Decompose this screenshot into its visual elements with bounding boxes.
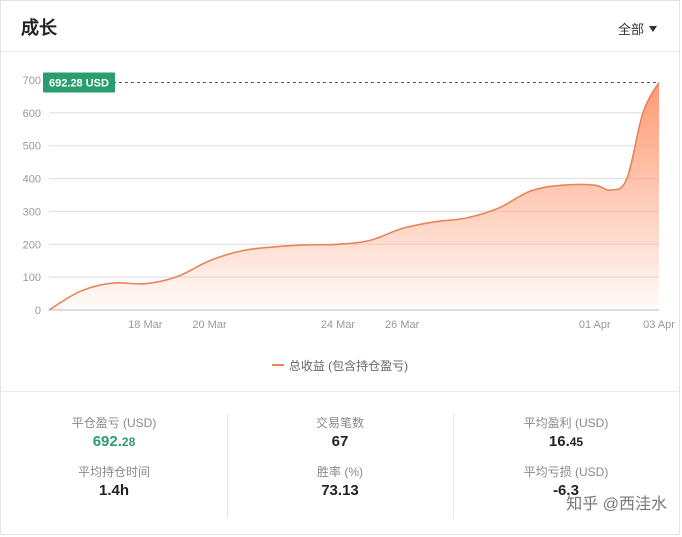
series-line [48,82,660,311]
avg-profit-dec: 45 [569,435,584,449]
current-value-badge [43,72,115,93]
stats-panel: 平仓盈亏 (USD) 692.28 平均持仓时间 1.4h 交易笔数 67 胜率… [1,391,679,537]
closed-pnl-int: 692. [92,433,122,450]
watermark-text: 知乎 @西洼水 [566,496,667,513]
x-tick-label: 26 Mar [385,319,420,331]
closed-pnl-dec: 28 [121,435,136,449]
avg-profit-int: 16. [548,433,570,450]
y-tick-label: 500 [23,141,41,153]
y-tick-label: 700 [23,75,41,87]
avg-loss-value: -6.3 [553,482,579,499]
stats-col-2: 交易笔数 67 胜率 (%) 73.13 [227,414,453,512]
y-tick-label: 400 [23,174,41,186]
card-title: 成长 [21,18,57,38]
stats-divider [227,414,228,518]
closed-pnl-value: 692.28 [1,433,227,463]
growth-chart: 0 100 200 300 400 500 600 700 18 Mar 20 Mar 24 Mar… [23,72,675,331]
card-header: 成长 全部 [1,1,679,52]
y-tick-label: 300 [23,206,41,218]
y-tick-label: 200 [23,239,41,251]
avg-profit-label: 平均盈利 (USD) [523,416,609,430]
y-tick-label: 100 [23,272,41,284]
chart-legend[interactable]: 总收益 (包含持仓盈亏) [1,357,679,374]
current-value-label: 692.28 USD [49,78,109,90]
chevron-down-icon [649,26,657,32]
range-filter-label: 全部 [617,22,644,37]
stats-divider [453,414,454,518]
x-tick-label: 03 Apr [643,319,675,331]
trades-value: 67 [331,433,349,450]
trades-label: 交易笔数 [315,416,364,430]
avg-hold-label: 平均持仓时间 [77,465,150,479]
y-tick-label: 600 [23,108,41,120]
win-rate-value: 73.13 [321,482,359,499]
x-tick-label: 24 Mar [321,319,356,331]
series-area [49,82,659,310]
x-tick-label: 18 Mar [128,319,163,331]
avg-loss-label: 平均亏损 (USD) [523,465,609,479]
closed-pnl-label: 平仓盈亏 (USD) [71,416,157,430]
x-tick-label: 01 Apr [579,319,611,331]
legend-label: 总收益 (包含持仓盈亏) [288,359,409,373]
x-tick-label: 20 Mar [192,319,227,331]
avg-hold-value: 1.4h [98,482,129,499]
range-filter-dropdown[interactable]: 全部 [618,19,657,38]
y-tick-label: 0 [35,305,41,317]
stats-col-3: 平均盈利 (USD) 16.45 平均亏损 (USD) -6.3 [453,414,679,512]
win-rate-label: 胜率 (%) [317,465,363,479]
legend-swatch [271,364,284,366]
avg-profit-value: 16.45 [453,433,679,463]
stats-col-1: 平仓盈亏 (USD) 692.28 平均持仓时间 1.4h [1,414,227,512]
